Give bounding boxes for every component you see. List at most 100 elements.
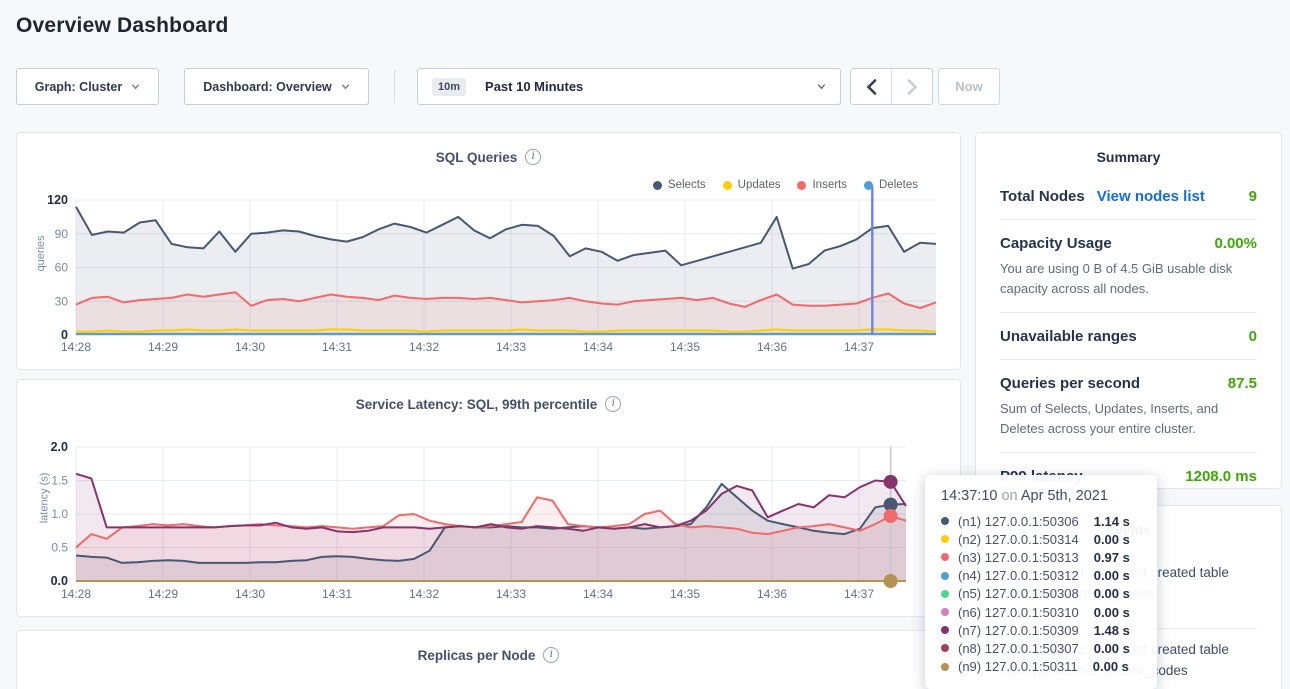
svg-text:14:32: 14:32	[409, 340, 439, 354]
node-address: (n2) 127.0.0.1:50314	[958, 531, 1079, 547]
svg-text:14:37: 14:37	[844, 340, 874, 354]
summary-value: 9	[1248, 188, 1257, 205]
summary-label: Capacity Usage	[1000, 235, 1112, 252]
legend-label: Selects	[667, 179, 706, 191]
node-latency-value: 0.00 s	[1093, 604, 1130, 620]
svg-text:14:32: 14:32	[409, 587, 439, 601]
tooltip-row: (n8) 127.0.0.1:50307 0.00 s	[941, 639, 1141, 657]
legend-item-inserts[interactable]: Inserts	[797, 179, 847, 191]
svg-text:30: 30	[55, 294, 69, 308]
svg-text:90: 90	[55, 227, 69, 241]
summary-rows: Total Nodes View nodes list 9 Capacity Usag…	[976, 173, 1281, 499]
tooltip-row: (n3) 127.0.0.1:50313 0.97 s	[941, 548, 1141, 566]
sql-queries-title: SQL Queries i	[17, 149, 960, 165]
tooltip-row: (n1) 127.0.0.1:50306 1.14 s	[941, 512, 1141, 530]
legend-item-deletes[interactable]: Deletes	[864, 179, 918, 191]
svg-text:14:36: 14:36	[757, 587, 787, 601]
now-button[interactable]: Now	[938, 68, 1000, 105]
sql-queries-legend: Selects Updates Inserts Deletes	[652, 179, 918, 191]
svg-text:14:37: 14:37	[844, 587, 874, 601]
chevron-down-icon	[817, 84, 826, 90]
time-range-label: Past 10 Minutes	[485, 79, 584, 94]
now-button-label: Now	[955, 79, 983, 94]
node-color-dot	[941, 517, 949, 526]
replicas-per-node-title-text: Replicas per Node	[417, 647, 536, 663]
node-address: (n7) 127.0.0.1:50309	[958, 622, 1079, 638]
replicas-per-node-title: Replicas per Node i	[17, 647, 960, 663]
svg-text:14:35: 14:35	[670, 587, 700, 601]
info-icon[interactable]: i	[605, 396, 622, 412]
legend-label: Updates	[737, 179, 781, 191]
tooltip-connector: on	[1001, 488, 1018, 504]
legend-item-selects[interactable]: Selects	[652, 179, 706, 191]
chevron-left-icon	[866, 78, 876, 95]
legend-label: Inserts	[812, 179, 847, 191]
node-latency-value: 0.00 s	[1092, 659, 1129, 675]
summary-label: Queries per second	[1000, 375, 1141, 392]
info-icon[interactable]: i	[543, 647, 560, 663]
time-forward-button[interactable]	[892, 69, 932, 104]
summary-panel: Summary Total Nodes View nodes list 9 Capac…	[975, 132, 1282, 489]
graph-dropdown-label: Graph: Cluster	[34, 79, 123, 94]
node-color-dot	[941, 553, 949, 562]
summary-subtext: You are using 0 B of 4.5 GiB usable disk…	[1000, 261, 1233, 296]
node-address: (n4) 127.0.0.1:50312	[958, 568, 1079, 584]
time-back-button[interactable]	[851, 69, 892, 104]
graph-dropdown[interactable]: Graph: Cluster	[16, 68, 159, 105]
toolbar-divider	[394, 70, 395, 103]
replicas-per-node-card: Replicas per Node i	[16, 630, 961, 689]
chevron-right-icon	[907, 78, 917, 95]
svg-text:14:34: 14:34	[583, 587, 613, 601]
summary-value: 0.00%	[1214, 235, 1257, 252]
legend-dot	[652, 180, 662, 190]
page-title: Overview Dashboard	[16, 14, 229, 37]
node-latency-value: 1.48 s	[1093, 622, 1130, 638]
sql-queries-title-text: SQL Queries	[435, 149, 518, 165]
summary-value: 87.5	[1227, 375, 1257, 392]
tooltip-row: (n7) 127.0.0.1:50309 1.48 s	[941, 621, 1141, 639]
svg-text:14:36: 14:36	[757, 340, 787, 354]
sql-queries-card: SQL Queries i Selects Updates Inserts Delet…	[16, 132, 961, 370]
dashboard-dropdown[interactable]: Dashboard: Overview	[184, 68, 369, 105]
svg-text:14:33: 14:33	[496, 587, 526, 601]
node-color-dot	[941, 644, 949, 653]
svg-text:120: 120	[47, 193, 68, 207]
node-address: (n9) 127.0.0.1:50311	[958, 659, 1078, 675]
node-color-dot	[941, 608, 949, 617]
summary-value: 1208.0 ms	[1185, 468, 1257, 485]
legend-item-updates[interactable]: Updates	[722, 179, 781, 191]
node-latency-value: 0.00 s	[1093, 531, 1130, 547]
tooltip-timestamp: 14:37:10 on Apr 5th, 2021	[941, 488, 1141, 504]
service-latency-card: Service Latency: SQL, 99th percentile i …	[16, 379, 961, 617]
svg-text:2.0: 2.0	[51, 440, 68, 454]
summary-row: Total Nodes View nodes list 9	[1000, 173, 1257, 220]
time-range-badge: 10m	[432, 77, 467, 96]
svg-text:60: 60	[55, 261, 69, 275]
info-icon[interactable]: i	[525, 149, 542, 165]
chevron-down-icon	[341, 84, 349, 90]
node-address: (n6) 127.0.0.1:50310	[958, 604, 1079, 620]
node-latency-value: 1.14 s	[1093, 513, 1130, 529]
view-nodes-list-link[interactable]: View nodes list	[1096, 188, 1205, 205]
legend-label: Deletes	[879, 179, 918, 191]
svg-text:14:28: 14:28	[61, 587, 91, 601]
svg-text:14:29: 14:29	[148, 340, 178, 354]
node-latency-value: 0.00 s	[1093, 586, 1130, 602]
tooltip-time: 14:37:10	[941, 488, 998, 504]
time-range-dropdown[interactable]: 10m Past 10 Minutes	[417, 68, 841, 105]
svg-text:14:28: 14:28	[61, 340, 91, 354]
node-latency-value: 0.00 s	[1093, 640, 1130, 656]
svg-text:14:30: 14:30	[235, 587, 265, 601]
legend-dot	[864, 180, 873, 190]
svg-text:14:35: 14:35	[670, 340, 700, 354]
svg-text:0.0: 0.0	[51, 574, 68, 588]
service-latency-title: Service Latency: SQL, 99th percentile i	[17, 396, 960, 412]
svg-text:14:33: 14:33	[496, 340, 526, 354]
node-address: (n1) 127.0.0.1:50306	[958, 513, 1079, 529]
svg-text:0.5: 0.5	[51, 541, 68, 555]
summary-heading: Summary	[1096, 149, 1161, 165]
tooltip-rows: (n1) 127.0.0.1:50306 1.14 s (n2) 127.0.0.1…	[941, 512, 1141, 676]
chart-hover-tooltip: 14:37:10 on Apr 5th, 2021 (n1) 127.0.0.1…	[925, 475, 1157, 689]
tooltip-row: (n4) 127.0.0.1:50312 0.00 s	[941, 567, 1141, 585]
